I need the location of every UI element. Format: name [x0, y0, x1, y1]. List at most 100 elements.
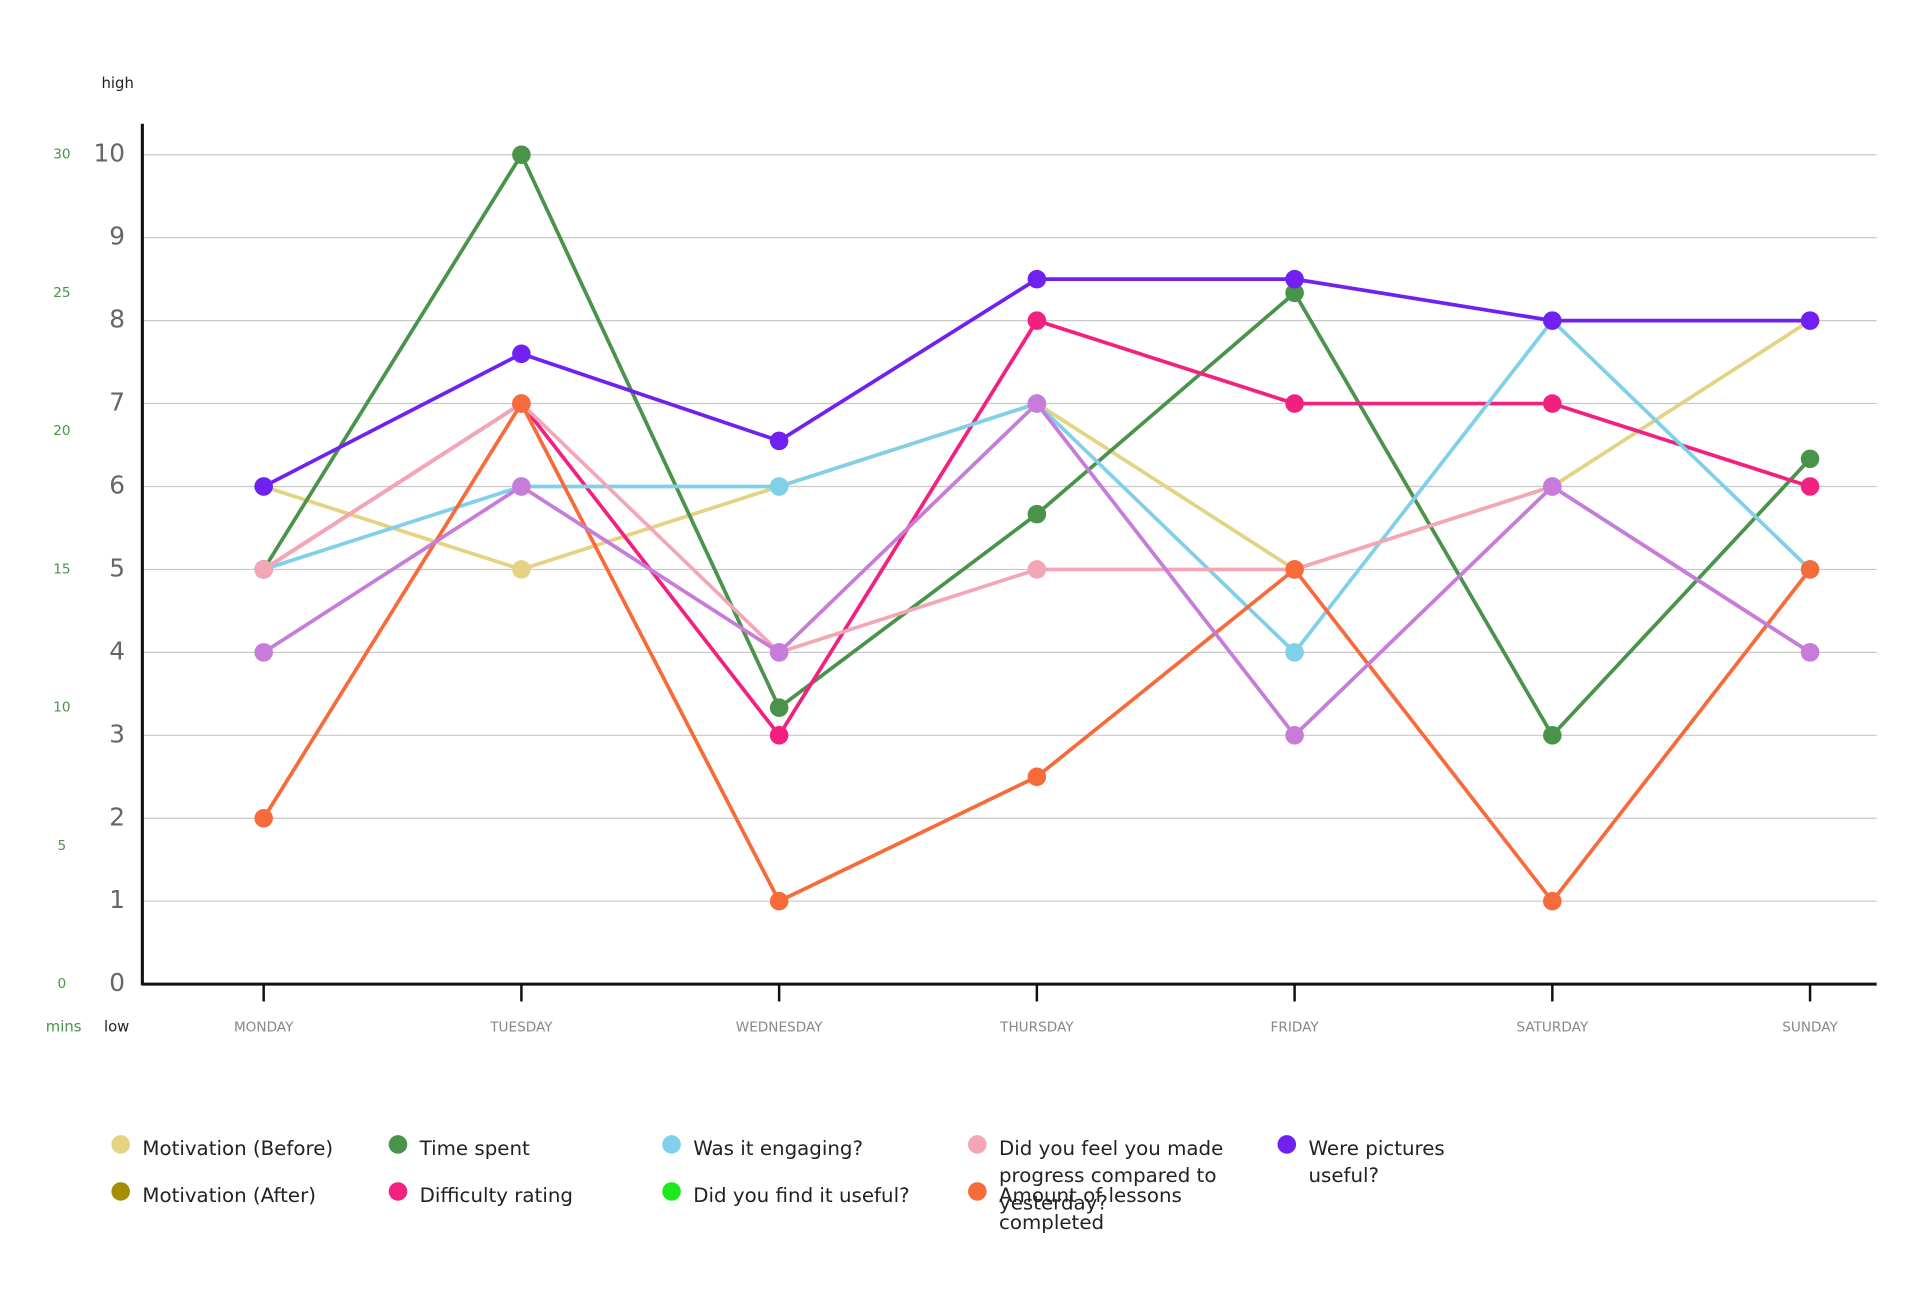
legend-item: Difficulty rating — [388, 1182, 637, 1209]
y-tick-label: 5 — [109, 553, 125, 582]
data-point — [1285, 394, 1304, 413]
legend-swatch — [1277, 1135, 1297, 1154]
y-tick-label: 4 — [109, 636, 125, 665]
data-point — [254, 560, 273, 579]
y2-tick-label: 15 — [53, 561, 70, 577]
legend-label: Time spent — [419, 1136, 530, 1160]
legend-swatch — [662, 1182, 681, 1201]
data-point — [769, 891, 789, 911]
legend-item: Was it engaging? — [662, 1135, 934, 1162]
x-tick-label: WEDNESDAY — [736, 1019, 823, 1035]
data-point — [1543, 726, 1562, 745]
y-label-bottom: low — [104, 1017, 129, 1035]
legend-swatch — [968, 1135, 987, 1154]
series — [254, 269, 1820, 496]
data-point — [254, 477, 273, 496]
y-tick-label: 7 — [109, 388, 125, 417]
legend-swatch — [388, 1182, 408, 1201]
legend-label: Did you feel you made progress compared … — [998, 1136, 1224, 1215]
legend-label: Was it engaging? — [693, 1136, 864, 1160]
data-point — [769, 643, 789, 662]
y-tick-label: 10 — [94, 139, 126, 168]
y2-tick-label: 20 — [53, 423, 70, 439]
data-point — [1285, 269, 1304, 289]
series-line — [262, 401, 1812, 655]
y2-tick-label: 5 — [58, 838, 67, 854]
legend-label: Difficulty rating — [419, 1183, 573, 1207]
data-point — [512, 394, 531, 413]
legend-item: Motivation (After) — [111, 1182, 359, 1209]
y2-label: mins — [46, 1017, 82, 1035]
legend-swatch — [968, 1182, 987, 1201]
chart: high low mins 0 1 2 3 4 5 6 7 8 9 10 0 5 10 15 20 25 30 MO… — [46, 74, 1877, 1035]
y2-tick-label: 30 — [53, 147, 70, 163]
legend-swatch — [662, 1135, 681, 1154]
data-point — [1800, 449, 1820, 469]
data-point — [1543, 477, 1562, 496]
legend-item: Time spent — [388, 1135, 637, 1162]
x-tick-label: MONDAY — [234, 1019, 294, 1035]
series — [254, 394, 1820, 911]
data-point — [1027, 504, 1047, 524]
data-point — [1800, 560, 1820, 579]
data-point — [769, 431, 789, 451]
data-point — [1800, 477, 1820, 496]
series — [254, 394, 1820, 662]
data-point — [512, 477, 531, 496]
legend-swatch — [111, 1135, 130, 1154]
x-tick-label: THURSDAY — [999, 1019, 1074, 1035]
data-point — [1800, 643, 1820, 662]
x-tick-label: FRIDAY — [1271, 1019, 1320, 1035]
data-point — [769, 477, 789, 496]
legend-swatch — [111, 1182, 130, 1201]
data-point — [1027, 311, 1047, 330]
data-point — [1800, 311, 1820, 330]
data-point — [1543, 394, 1562, 413]
y-tick-label: 2 — [109, 802, 125, 831]
y2-tick-label: 10 — [53, 700, 70, 716]
data-point — [1285, 643, 1304, 662]
y2-tick-label: 0 — [58, 976, 67, 992]
data-point — [254, 643, 273, 662]
data-point — [512, 344, 531, 364]
data-point — [1285, 726, 1304, 745]
y-tick-label: 1 — [109, 885, 125, 914]
data-point — [512, 145, 531, 165]
legend-item: Amount of lessons completed — [968, 1182, 1228, 1236]
legend-item: Were pictures useful? — [1277, 1135, 1507, 1189]
data-point — [254, 808, 273, 828]
data-point — [1027, 767, 1047, 787]
x-tick-label: TUESDAY — [489, 1019, 553, 1035]
y-tick-label: 9 — [109, 222, 125, 251]
y-tick-label: 8 — [109, 305, 125, 334]
series-line — [262, 277, 1811, 489]
legend-label: Motivation (After) — [142, 1183, 316, 1207]
data-point — [769, 698, 789, 717]
legend-swatch — [388, 1135, 408, 1154]
data-point — [769, 726, 789, 745]
data-point — [1285, 283, 1304, 303]
legend-item: Motivation (Before) — [111, 1135, 359, 1162]
data-point — [1543, 891, 1562, 911]
data-point — [512, 560, 531, 579]
legend-label: Amount of lessons completed — [998, 1183, 1182, 1235]
data-point — [1027, 560, 1047, 579]
x-tick-label: SATURDAY — [1516, 1019, 1588, 1035]
y-tick-label: 0 — [109, 968, 125, 997]
x-tick-label: SUNDAY — [1782, 1019, 1838, 1035]
series — [254, 145, 1820, 745]
y-tick-label: 3 — [109, 719, 125, 748]
legend-label: Did you find it useful? — [693, 1183, 910, 1207]
y-label-top: high — [102, 74, 134, 92]
series — [254, 394, 1820, 745]
data-point — [1285, 560, 1304, 579]
legend-label: Were pictures useful? — [1308, 1136, 1445, 1188]
data-point — [1027, 269, 1047, 289]
data-point — [1027, 394, 1047, 413]
series-line — [262, 318, 1811, 739]
legend-item: Did you feel you made progress compared … — [968, 1135, 1228, 1217]
data-point — [1543, 311, 1562, 330]
legend-label: Motivation (Before) — [142, 1136, 334, 1160]
series — [254, 311, 1820, 745]
